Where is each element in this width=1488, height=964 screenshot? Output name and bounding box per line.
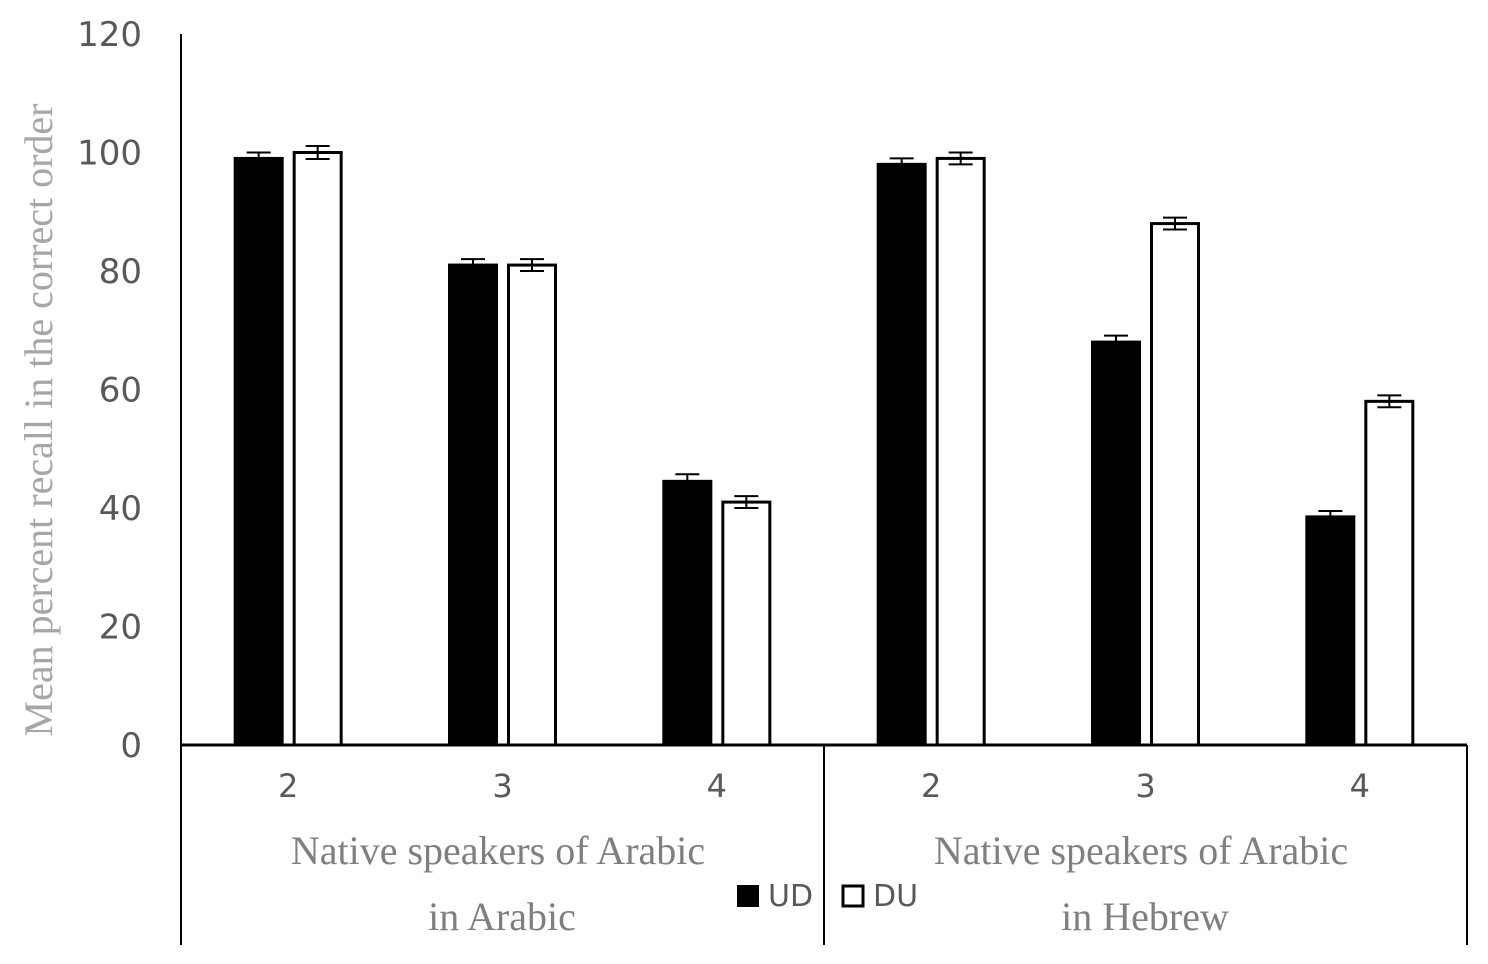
- legend-label-du: DU: [873, 879, 918, 914]
- error-bar-du-3: [948, 151, 973, 166]
- bar-ud-1: [448, 263, 498, 747]
- x-tick-label-2: 4: [707, 767, 727, 805]
- legend-swatch-du: [841, 884, 865, 908]
- error-bar-du-0: [305, 144, 330, 161]
- group-label-hebrew-line1: Native speakers of Arabic: [934, 828, 1348, 873]
- bar-du-2: [721, 500, 772, 747]
- bar-du-3: [935, 156, 986, 747]
- bar-ud-2: [662, 479, 713, 747]
- bar-du-0: [292, 151, 343, 747]
- error-bar-du-5: [1377, 394, 1402, 409]
- y-tick-label-40: 40: [99, 489, 142, 529]
- group-label-arabic-line2: in Arabic: [428, 894, 576, 939]
- error-bar-ud-4: [1104, 334, 1128, 350]
- error-bar-du-4: [1163, 216, 1187, 231]
- error-bar-du-2: [734, 495, 759, 509]
- error-bar-ud-3: [889, 157, 914, 172]
- x-tick-label-3: 2: [921, 767, 941, 805]
- bar-ud-4: [1091, 340, 1141, 747]
- error-bar-ud-0: [246, 151, 271, 166]
- x-tick-label-5: 4: [1350, 767, 1370, 805]
- x-tick-label-4: 3: [1135, 767, 1155, 805]
- y-tick-label-20: 20: [99, 608, 142, 648]
- bar-du-5: [1364, 399, 1415, 747]
- bar-ud-5: [1305, 515, 1356, 747]
- bar-du-1: [507, 263, 557, 747]
- x-axis: 2 3 4 2 3 4: [180, 743, 1468, 945]
- y-axis-ticks: 0 20 40 60 80 100 120: [77, 15, 142, 766]
- group-label-arabic-line1: Native speakers of Arabic: [291, 828, 705, 873]
- y-tick-label-100: 100: [77, 134, 142, 174]
- bar-du-4: [1150, 222, 1200, 747]
- y-tick-label-120: 120: [77, 15, 142, 55]
- group-label-hebrew-line2: in Hebrew: [1061, 894, 1229, 939]
- bar-ud-3: [876, 162, 927, 747]
- error-bar-ud-2: [675, 473, 700, 490]
- bar-ud-0: [233, 156, 284, 747]
- legend-swatch-ud: [737, 885, 759, 907]
- x-tick-label-1: 3: [492, 767, 512, 805]
- legend-label-ud: UD: [768, 879, 813, 914]
- x-tick-label-0: 2: [278, 767, 298, 805]
- legend: UD DU: [737, 879, 918, 914]
- y-axis-label: Mean percent recall in the correct order: [16, 104, 61, 737]
- bars: [233, 144, 1415, 747]
- error-bar-ud-1: [461, 258, 485, 272]
- y-tick-label-60: 60: [99, 371, 142, 411]
- error-bar-ud-5: [1318, 509, 1343, 524]
- y-tick-label-0: 0: [120, 726, 142, 766]
- y-tick-label-80: 80: [99, 252, 142, 292]
- error-bar-du-1: [520, 258, 544, 272]
